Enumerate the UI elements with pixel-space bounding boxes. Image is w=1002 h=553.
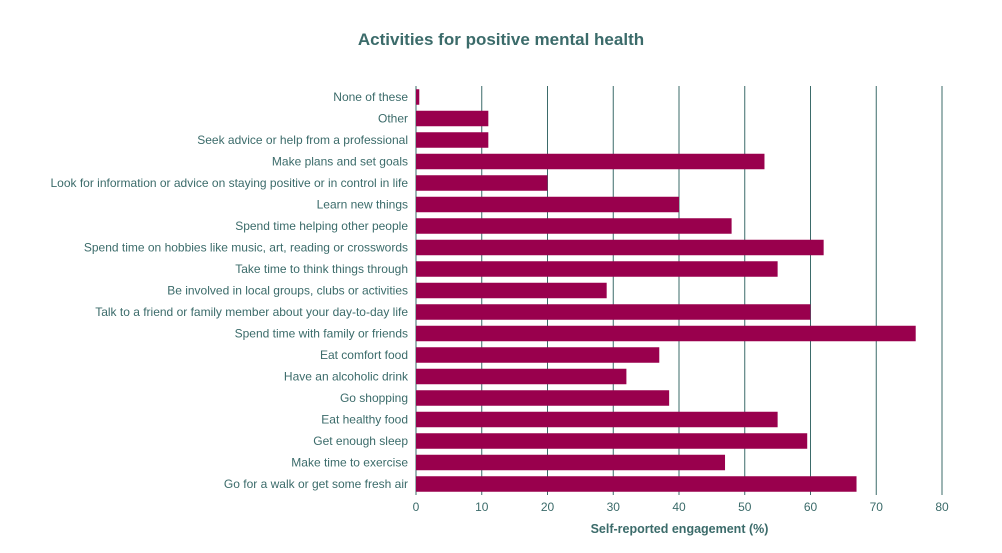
category-label: Make plans and set goals	[272, 155, 408, 169]
category-label: Eat comfort food	[320, 348, 408, 362]
category-label: Go shopping	[340, 391, 408, 405]
bar	[416, 454, 726, 471]
bar	[416, 304, 811, 320]
category-label: Other	[378, 112, 408, 126]
category-labels: None of these Other Seek advice or help fr…	[50, 90, 409, 491]
bar	[416, 368, 627, 385]
bar	[416, 218, 732, 234]
bar	[416, 175, 548, 191]
bar	[416, 153, 765, 170]
category-label: Be involved in local groups, clubs or ac…	[167, 284, 408, 298]
category-label: Have an alcoholic drink	[284, 370, 409, 384]
x-tick-label: 0	[413, 500, 420, 514]
category-label: Look for information or advice on stayin…	[50, 176, 408, 190]
x-tick-label: 70	[870, 500, 884, 514]
category-label: Learn new things	[317, 198, 408, 212]
bar	[416, 390, 670, 406]
bar	[416, 239, 824, 256]
bar	[416, 347, 660, 363]
bar	[416, 282, 607, 299]
x-tick-label: 20	[541, 500, 555, 514]
bar	[416, 89, 420, 105]
x-tick-label: 50	[738, 500, 752, 514]
bar	[416, 110, 489, 127]
x-axis-label: Self-reported engagement (%)	[590, 522, 769, 536]
category-label: Take time to think things through	[235, 262, 408, 276]
category-label: Spend time with family or friends	[235, 327, 408, 341]
category-label: Talk to a friend or family member about …	[95, 305, 408, 319]
category-label: Make time to exercise	[291, 456, 408, 470]
bar	[416, 132, 489, 148]
category-label: Go for a walk or get some fresh air	[224, 477, 408, 491]
category-label: Eat healthy food	[321, 413, 408, 427]
chart-title: Activities for positive mental health	[357, 30, 645, 49]
x-tick-label: 60	[804, 500, 818, 514]
bar	[416, 433, 808, 449]
category-label: Seek advice or help from a professional	[197, 133, 408, 147]
category-label: None of these	[333, 90, 408, 104]
category-label: Spend time helping other people	[235, 219, 408, 233]
x-tick-labels: 0 10 20 30 40 50 60 70 80	[413, 500, 949, 514]
category-label: Spend time on hobbies like music, art, r…	[84, 241, 408, 255]
x-tick-label: 30	[607, 500, 621, 514]
bars	[416, 89, 916, 492]
bar	[416, 261, 778, 277]
bar	[416, 196, 679, 213]
bar	[416, 411, 778, 428]
bar	[416, 325, 916, 342]
x-tick-label: 80	[935, 500, 949, 514]
bar	[416, 476, 857, 492]
x-tick-label: 40	[672, 500, 686, 514]
x-tick-label: 10	[475, 500, 489, 514]
category-label: Get enough sleep	[313, 434, 408, 448]
